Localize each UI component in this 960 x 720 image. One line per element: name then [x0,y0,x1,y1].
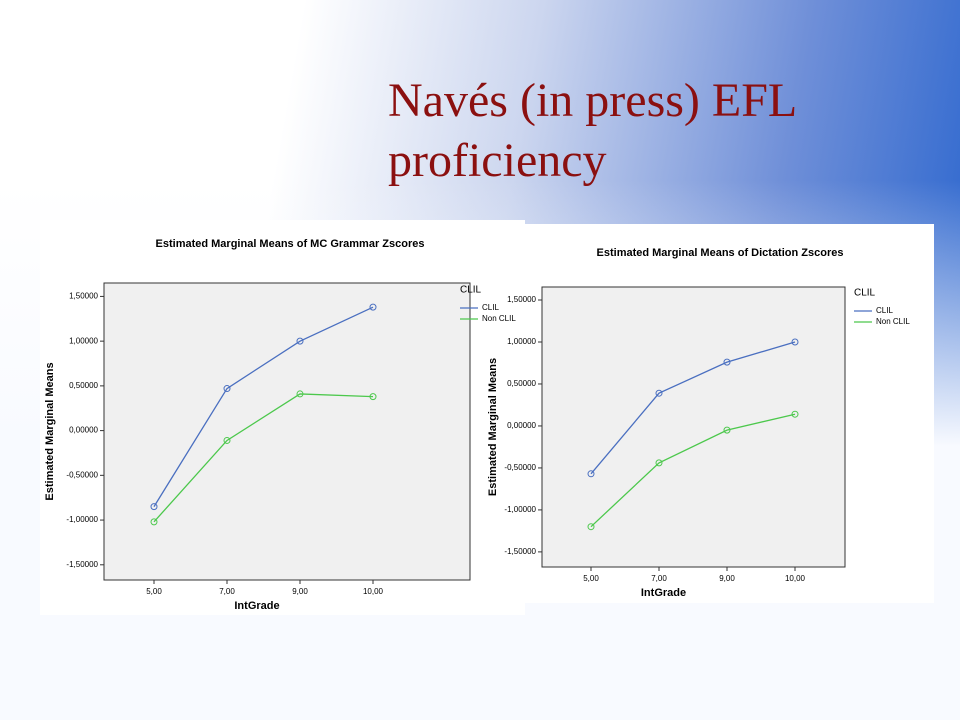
point [655,389,663,397]
x-axis-label: IntGrade [234,600,279,612]
chart: Estimated Marginal Means of MC Grammar Z… [40,220,525,615]
y-tick-label: -0,50000 [66,470,98,479]
plot-area [541,286,846,568]
y-tick-label: -1,50000 [66,560,98,569]
legend-title: CLIL [460,285,482,296]
point [223,436,231,444]
legend-label: CLIL [482,303,499,312]
x-tick-label: 5,00 [146,587,162,596]
point [587,470,595,478]
y-tick-label: -1,00000 [66,515,98,524]
x-axis-label: IntGrade [641,587,686,599]
x-tick-label: 5,00 [583,574,599,583]
y-tick-label: 1,00000 [69,336,98,345]
chart-title: Estimated Marginal Means of MC Grammar Z… [156,238,425,250]
y-tick-label: 1,50000 [507,295,536,304]
y-tick-label: 1,00000 [507,337,536,346]
slide-title: Navés (in press) EFL proficiency [388,74,797,187]
point [791,338,799,346]
y-tick-label: -1,00000 [504,505,536,514]
legend-title: CLIL [854,288,876,299]
series-line [153,306,374,507]
x-tick-label: 7,00 [651,574,667,583]
point [369,303,377,311]
x-tick-label: 9,00 [292,587,308,596]
y-axis-label: Estimated Marginal Means [487,358,499,496]
y-axis-label: Estimated Marginal Means [44,362,56,500]
series-line [153,393,374,523]
y-tick-label: 0,00000 [507,421,536,430]
y-tick-label: 0,50000 [69,381,98,390]
plot-area [103,282,471,581]
x-tick-label: 7,00 [219,587,235,596]
series-line [590,341,796,475]
legend-label: CLIL [876,306,893,315]
x-tick-label: 9,00 [719,574,735,583]
point [655,459,663,467]
point [296,390,304,398]
chart: Estimated Marginal Means of Dictation Zs… [487,224,934,603]
point [296,337,304,345]
point [150,518,158,526]
x-tick-label: 10,00 [785,574,806,583]
y-tick-label: 0,00000 [69,426,98,435]
point [723,426,731,434]
point [791,410,799,418]
chart-title: Estimated Marginal Means of Dictation Zs… [597,247,844,259]
y-tick-label: 0,50000 [507,379,536,388]
series-line [590,413,796,528]
point [723,358,731,366]
point [369,393,377,401]
x-tick-label: 10,00 [363,587,384,596]
point [150,503,158,511]
point [223,385,231,393]
point [587,523,595,531]
legend-label: Non CLIL [482,314,516,323]
legend-label: Non CLIL [876,317,910,326]
y-tick-label: 1,50000 [69,292,98,301]
y-tick-label: -0,50000 [504,463,536,472]
y-tick-label: -1,50000 [504,547,536,556]
